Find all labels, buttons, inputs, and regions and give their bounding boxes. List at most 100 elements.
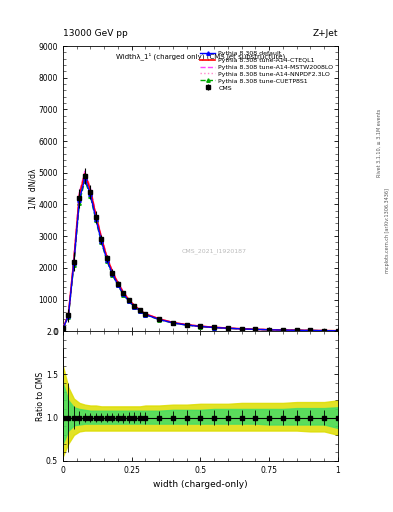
Pythia 8.308 tune-A14-CTEQL1 <box>171 319 175 326</box>
Pythia 8.308 tune-A14-NNPDF2.3LO <box>212 324 217 330</box>
Pythia 8.308 tune-A14-NNPDF2.3LO <box>184 322 189 328</box>
Pythia 8.308 tune-CUETP8S1 <box>267 327 272 333</box>
Pythia 8.308 tune-A14-MSTW2008LO <box>212 324 217 330</box>
Pythia 8.308 tune-A14-CTEQL1 <box>157 316 162 322</box>
Pythia 8.308 default <box>66 313 71 319</box>
Pythia 8.308 tune-A14-MSTW2008LO <box>138 307 142 313</box>
Pythia 8.308 tune-A14-CTEQL1 <box>143 311 148 317</box>
Pythia 8.308 default <box>99 238 104 244</box>
Pythia 8.308 tune-A14-CTEQL1 <box>121 289 126 295</box>
Pythia 8.308 tune-A14-CTEQL1 <box>127 297 131 303</box>
Legend: Pythia 8.308 default, Pythia 8.308 tune-A14-CTEQL1, Pythia 8.308 tune-A14-MSTW20: Pythia 8.308 default, Pythia 8.308 tune-… <box>198 49 335 92</box>
Pythia 8.308 tune-A14-NNPDF2.3LO <box>239 326 244 332</box>
Pythia 8.308 default <box>171 320 175 326</box>
Pythia 8.308 tune-A14-NNPDF2.3LO <box>198 323 203 329</box>
Pythia 8.308 default <box>105 257 109 263</box>
Pythia 8.308 tune-A14-CTEQL1 <box>99 235 104 241</box>
Pythia 8.308 default <box>336 328 340 334</box>
Pythia 8.308 tune-A14-NNPDF2.3LO <box>281 327 285 333</box>
Pythia 8.308 tune-A14-MSTW2008LO <box>94 210 98 217</box>
Pythia 8.308 tune-CUETP8S1 <box>184 322 189 328</box>
Y-axis label: 1/N  dN/dλ: 1/N dN/dλ <box>28 168 37 209</box>
Pythia 8.308 tune-CUETP8S1 <box>116 282 120 288</box>
Pythia 8.308 tune-A14-NNPDF2.3LO <box>253 326 258 332</box>
Pythia 8.308 tune-A14-CTEQL1 <box>281 327 285 333</box>
Pythia 8.308 default <box>143 311 148 317</box>
Pythia 8.308 tune-A14-NNPDF2.3LO <box>77 190 82 197</box>
Pythia 8.308 default <box>322 328 327 334</box>
Pythia 8.308 tune-A14-MSTW2008LO <box>66 311 71 317</box>
Pythia 8.308 tune-A14-MSTW2008LO <box>127 296 131 303</box>
Pythia 8.308 tune-A14-MSTW2008LO <box>132 302 137 308</box>
Pythia 8.308 tune-CUETP8S1 <box>239 326 244 332</box>
Y-axis label: Ratio to CMS: Ratio to CMS <box>35 371 44 420</box>
Pythia 8.308 default <box>226 325 230 331</box>
Pythia 8.308 tune-CUETP8S1 <box>83 177 87 183</box>
Pythia 8.308 tune-CUETP8S1 <box>336 328 340 334</box>
Pythia 8.308 tune-CUETP8S1 <box>72 262 76 268</box>
Pythia 8.308 tune-A14-NNPDF2.3LO <box>308 327 313 333</box>
Pythia 8.308 default <box>267 327 272 333</box>
Text: Z+Jet: Z+Jet <box>312 29 338 38</box>
Pythia 8.308 tune-A14-CTEQL1 <box>105 254 109 261</box>
Pythia 8.308 tune-CUETP8S1 <box>132 304 137 310</box>
Pythia 8.308 tune-CUETP8S1 <box>138 308 142 314</box>
Pythia 8.308 default <box>132 304 137 310</box>
Pythia 8.308 tune-CUETP8S1 <box>157 316 162 323</box>
Pythia 8.308 tune-CUETP8S1 <box>94 217 98 223</box>
Pythia 8.308 tune-A14-MSTW2008LO <box>99 233 104 240</box>
Pythia 8.308 tune-A14-MSTW2008LO <box>88 185 93 191</box>
Pythia 8.308 tune-A14-MSTW2008LO <box>105 253 109 259</box>
Pythia 8.308 default <box>88 191 93 198</box>
Pythia 8.308 tune-A14-CTEQL1 <box>110 269 115 275</box>
Pythia 8.308 default <box>94 216 98 222</box>
Pythia 8.308 tune-A14-MSTW2008LO <box>83 168 87 174</box>
Pythia 8.308 tune-A14-MSTW2008LO <box>77 189 82 196</box>
Pythia 8.308 default <box>212 325 217 331</box>
Pythia 8.308 tune-A14-NNPDF2.3LO <box>226 325 230 331</box>
Pythia 8.308 default <box>121 291 126 297</box>
Pythia 8.308 tune-A14-NNPDF2.3LO <box>88 186 93 192</box>
Pythia 8.308 tune-A14-MSTW2008LO <box>116 279 120 285</box>
Pythia 8.308 tune-A14-CTEQL1 <box>184 322 189 328</box>
Pythia 8.308 tune-CUETP8S1 <box>110 272 115 278</box>
Pythia 8.308 tune-CUETP8S1 <box>212 325 217 331</box>
Pythia 8.308 tune-A14-MSTW2008LO <box>121 289 126 295</box>
Pythia 8.308 default <box>116 282 120 288</box>
Pythia 8.308 tune-A14-MSTW2008LO <box>198 323 203 329</box>
Pythia 8.308 tune-A14-NNPDF2.3LO <box>94 211 98 218</box>
Pythia 8.308 tune-A14-MSTW2008LO <box>336 328 340 334</box>
Text: Widthλ_1¹ (charged only) (CMS jet substructure): Widthλ_1¹ (charged only) (CMS jet substr… <box>116 52 285 59</box>
Pythia 8.308 default <box>308 328 313 334</box>
Pythia 8.308 default <box>72 260 76 266</box>
Pythia 8.308 tune-A14-NNPDF2.3LO <box>127 296 131 303</box>
Pythia 8.308 tune-A14-NNPDF2.3LO <box>171 319 175 326</box>
Pythia 8.308 tune-A14-MSTW2008LO <box>72 255 76 262</box>
Pythia 8.308 tune-A14-CTEQL1 <box>322 328 327 334</box>
Pythia 8.308 default <box>83 175 87 181</box>
Pythia 8.308 tune-A14-CTEQL1 <box>267 327 272 333</box>
Pythia 8.308 tune-CUETP8S1 <box>99 239 104 245</box>
Pythia 8.308 tune-A14-NNPDF2.3LO <box>322 328 327 334</box>
Pythia 8.308 tune-A14-NNPDF2.3LO <box>116 280 120 286</box>
Pythia 8.308 tune-A14-CTEQL1 <box>72 257 76 263</box>
Pythia 8.308 tune-A14-NNPDF2.3LO <box>61 325 65 331</box>
Pythia 8.308 tune-A14-CTEQL1 <box>61 325 65 331</box>
Pythia 8.308 default <box>157 316 162 323</box>
Pythia 8.308 tune-A14-NNPDF2.3LO <box>99 234 104 240</box>
Pythia 8.308 tune-CUETP8S1 <box>294 327 299 333</box>
Pythia 8.308 tune-A14-NNPDF2.3LO <box>66 312 71 318</box>
Pythia 8.308 tune-A14-CTEQL1 <box>226 325 230 331</box>
X-axis label: width (charged-only): width (charged-only) <box>153 480 248 489</box>
Pythia 8.308 tune-A14-CTEQL1 <box>198 323 203 329</box>
Pythia 8.308 default <box>77 197 82 203</box>
Pythia 8.308 default <box>61 326 65 332</box>
Pythia 8.308 tune-CUETP8S1 <box>105 258 109 264</box>
Pythia 8.308 tune-A14-NNPDF2.3LO <box>110 268 115 274</box>
Pythia 8.308 tune-A14-MSTW2008LO <box>143 310 148 316</box>
Pythia 8.308 tune-A14-MSTW2008LO <box>226 325 230 331</box>
Pythia 8.308 tune-A14-NNPDF2.3LO <box>105 253 109 260</box>
Pythia 8.308 default <box>281 327 285 333</box>
Pythia 8.308 tune-A14-CTEQL1 <box>138 307 142 313</box>
Pythia 8.308 tune-A14-CTEQL1 <box>336 328 340 334</box>
